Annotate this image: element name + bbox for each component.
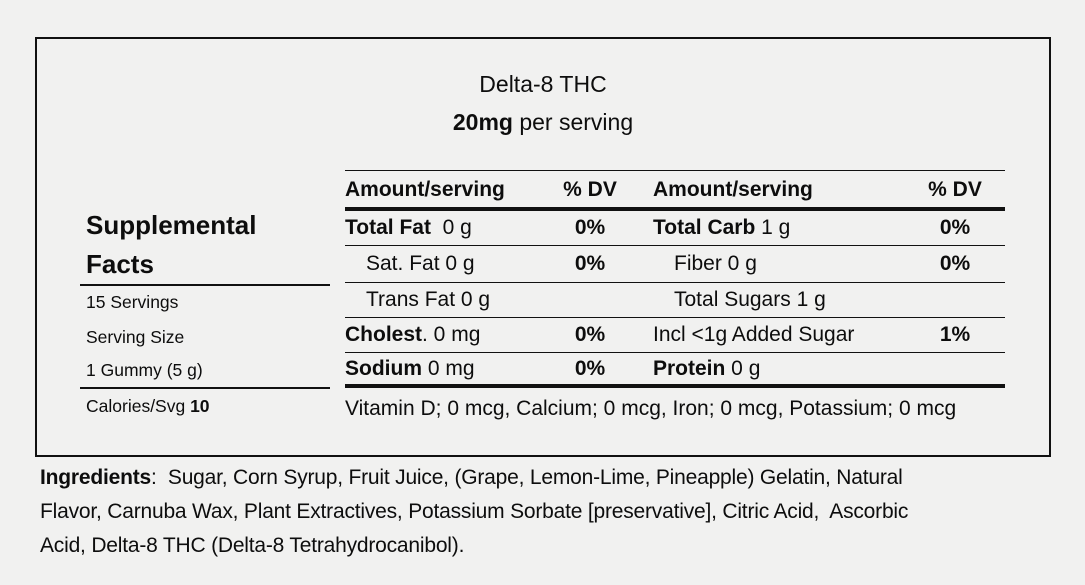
product-title: Delta-8 THC — [479, 71, 607, 97]
total-carb-dv: 0% — [939, 216, 971, 239]
protein-cell: Protein 0 g — [653, 356, 761, 380]
fiber-dv: 0% — [939, 252, 971, 276]
added-sugar-dv: 1% — [939, 323, 971, 346]
total-sugars-cell: Total Sugars 1 g — [674, 288, 826, 311]
trans-fat-cell: Trans Fat 0 g — [366, 288, 491, 311]
row-cholesterol-added-sugar: Cholest. 0 mg 0% Incl <1g Added Sugar 1% — [345, 318, 1005, 353]
total-fat-cell: Total Fat 0 g — [345, 216, 472, 239]
sat-fat-dv: 0% — [574, 252, 606, 276]
header-dv-right: % DV — [928, 178, 982, 201]
header-amount-serving-left: Amount/serving — [345, 178, 505, 201]
calories-label: Calories/Svg — [86, 396, 191, 416]
serving-size-value: 1 Gummy (5 g) — [86, 360, 203, 380]
left-divider-bottom — [80, 387, 330, 389]
dose-suffix: per serving — [512, 109, 634, 135]
row-total-fat-total-carb: Total Fat 0 g 0% Total Carb 1 g 0% — [345, 211, 1005, 246]
facts-heading: Supplemental Facts — [86, 210, 257, 279]
sodium-dv: 0% — [574, 356, 606, 380]
dose-per-serving: 20mg per serving — [35, 108, 1051, 136]
dose-amount: 20mg — [452, 109, 513, 135]
serving-size-label: Serving Size — [86, 327, 185, 347]
row-sodium-protein: Sodium 0 mg 0% Protein 0 g — [345, 353, 1005, 388]
row-sat-fat-fiber: Sat. Fat 0 g 0% Fiber 0 g 0% — [345, 247, 1005, 283]
left-divider-top — [80, 284, 330, 286]
fiber-cell: Fiber 0 g — [674, 252, 757, 276]
added-sugar-cell: Incl <1g Added Sugar — [653, 323, 855, 346]
row-trans-fat-total-sugars: Trans Fat 0 g Total Sugars 1 g — [345, 283, 1005, 318]
header-amount-serving-right: Amount/serving — [653, 178, 813, 201]
micronutrients-line: Vitamin D; 0 mcg, Calcium; 0 mcg, Iron; … — [345, 397, 957, 420]
ingredients-line-2: Flavor, Carnuba Wax, Plant Extractives, … — [40, 500, 909, 523]
total-fat-dv: 0% — [574, 216, 606, 239]
header-dv-left: % DV — [563, 178, 617, 201]
ingredients-paragraph: Ingredients: Sugar, Corn Syrup, Fruit Ju… — [40, 461, 1050, 563]
sodium-cell: Sodium 0 mg — [345, 356, 475, 380]
ingredients-label: Ingredients — [40, 466, 151, 489]
ingredients-line-3: Acid, Delta-8 THC (Delta-8 Tetrahydrocan… — [40, 534, 465, 557]
supplement-facts-panel — [35, 37, 1051, 457]
calories-value: 10 — [190, 396, 210, 416]
cholesterol-cell: Cholest. 0 mg — [345, 323, 481, 346]
total-carb-cell: Total Carb 1 g — [653, 216, 791, 239]
sat-fat-cell: Sat. Fat 0 g — [366, 252, 475, 276]
servings-count: 15 Servings — [86, 292, 179, 312]
calories-per-serving: Calories/Svg 10 — [86, 396, 210, 416]
table-header-row: Amount/serving % DV Amount/serving % DV — [345, 170, 1005, 211]
ingredients-line-1: Ingredients: Sugar, Corn Syrup, Fruit Ju… — [40, 466, 903, 489]
cholesterol-dv: 0% — [574, 323, 606, 346]
